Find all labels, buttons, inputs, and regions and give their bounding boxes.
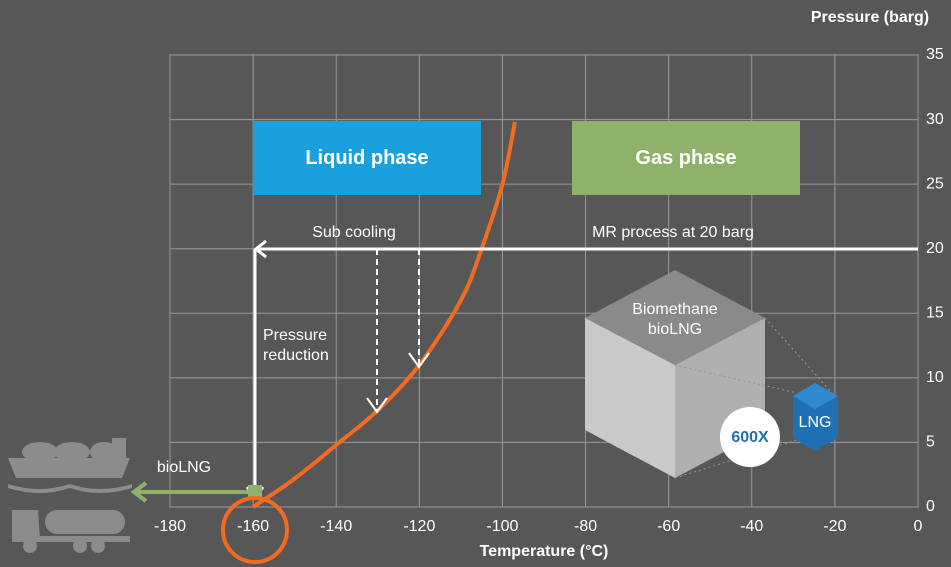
export-arrow bbox=[130, 481, 255, 503]
subcooling-arrows bbox=[376, 249, 420, 410]
lng-label: LNG bbox=[799, 414, 832, 431]
lng-cube-top bbox=[793, 383, 838, 409]
truck-icon bbox=[12, 510, 130, 553]
x-tick-label: -140 bbox=[320, 518, 352, 535]
x-tick-label: -120 bbox=[403, 518, 435, 535]
y-tick-label: 20 bbox=[926, 240, 944, 257]
x-tick-label: -100 bbox=[486, 518, 518, 535]
x-tick-label: -160 bbox=[237, 518, 269, 535]
ratio-label: 600X bbox=[731, 429, 769, 446]
y-tick-label: 10 bbox=[926, 369, 944, 386]
x-tick-label: -40 bbox=[740, 518, 763, 535]
y-axis-title: Pressure (barg) bbox=[811, 9, 929, 26]
highlight-circle bbox=[221, 496, 289, 564]
y-tick-label: 30 bbox=[926, 111, 944, 128]
y-tick-label: 5 bbox=[926, 434, 935, 451]
process-arrows bbox=[245, 239, 918, 500]
arrow-heads bbox=[366, 352, 430, 414]
reduction-label: Pressure reduction bbox=[263, 327, 329, 364]
x-tick-label: -20 bbox=[823, 518, 846, 535]
x-tick-label: 0 bbox=[914, 518, 923, 535]
cube-left bbox=[585, 318, 675, 478]
liquid-box: Liquid phase bbox=[253, 121, 481, 195]
y-tick-label: 0 bbox=[926, 498, 935, 515]
x-tick-label: -180 bbox=[154, 518, 186, 535]
cube-label: Biomethane bioLNG bbox=[632, 301, 718, 338]
gas-box: Gas phase bbox=[572, 121, 800, 195]
x-axis-title: Temperature (°C) bbox=[480, 543, 609, 560]
cube-top bbox=[585, 270, 765, 365]
x-tick-label: -60 bbox=[657, 518, 680, 535]
mr-label: MR process at 20 barg bbox=[592, 224, 754, 241]
y-tick-label: 35 bbox=[926, 46, 944, 63]
export-marker bbox=[248, 485, 262, 499]
y-tick-label: 15 bbox=[926, 305, 944, 322]
ratio-badge bbox=[720, 407, 780, 467]
subcooling-label: Sub cooling bbox=[312, 224, 396, 241]
x-tick-label: -80 bbox=[574, 518, 597, 535]
ship-icon bbox=[8, 438, 132, 493]
y-tick-label: 25 bbox=[926, 175, 944, 192]
biolng-label: bioLNG bbox=[157, 459, 211, 476]
